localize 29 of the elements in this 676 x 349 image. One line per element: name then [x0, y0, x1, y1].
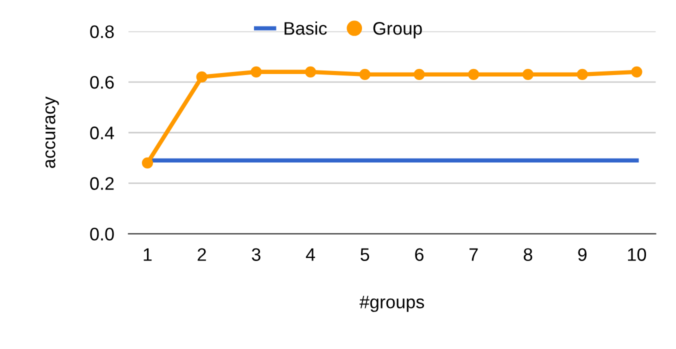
- x-tick-label: 6: [415, 248, 424, 261]
- y-tick-label: 0.8: [90, 25, 114, 38]
- x-tick-label: 2: [198, 248, 206, 261]
- legend-label: Basic: [284, 22, 327, 35]
- y-tick-label: 0.0: [90, 228, 114, 241]
- point: [576, 68, 588, 80]
- x-tick-label: 7: [470, 248, 478, 261]
- x-tick-label: 1: [144, 248, 152, 261]
- point: [468, 68, 480, 80]
- x-axis-title: #groups: [360, 296, 424, 312]
- point: [522, 68, 534, 80]
- y-axis-title: accuracy: [45, 96, 59, 168]
- point: [196, 71, 208, 83]
- x-tick-label: 8: [524, 248, 532, 261]
- legend-label: Group: [373, 22, 422, 38]
- point: [414, 68, 425, 80]
- point: [304, 66, 316, 78]
- y-tick-label: 0.4: [90, 126, 114, 140]
- x-tick-label: 5: [360, 248, 370, 261]
- point: [142, 157, 154, 169]
- x-tick-label: 9: [578, 248, 586, 261]
- y-tick-label: 0.2: [90, 177, 114, 190]
- x-tick-label: 4: [306, 248, 316, 261]
- point: [250, 66, 262, 78]
- point: [359, 68, 370, 80]
- y-tick-label: 0.6: [90, 76, 114, 89]
- x-tick-label: 10: [628, 248, 646, 261]
- point: [631, 66, 642, 78]
- x-tick-label: 3: [252, 248, 260, 261]
